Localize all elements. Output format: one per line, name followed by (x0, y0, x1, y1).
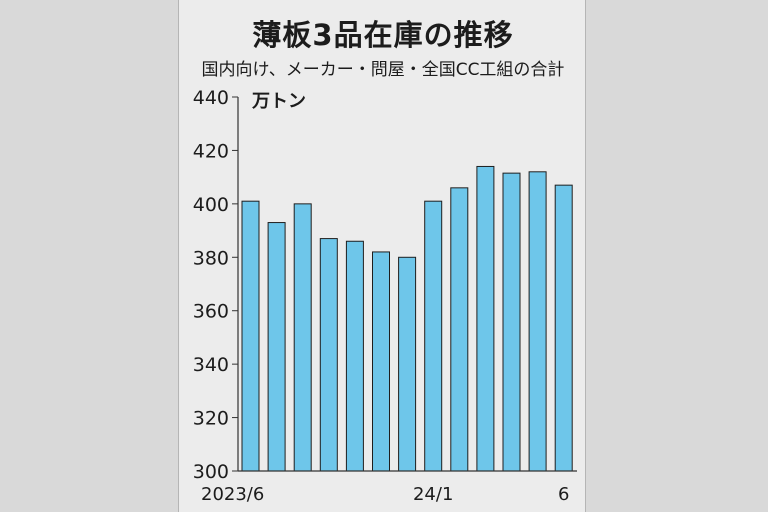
bar-24/1 (424, 200, 443, 472)
chart-subtitle: 国内向け、メーカー・問屋・全国CC工組の合計 (201, 60, 565, 80)
y-tick-label: 380 (193, 247, 229, 269)
bar-chart: 300 320 340 360 380 400 420 440 2023/6 24/1 6 万トン (193, 87, 577, 505)
y-tick-label: 340 (193, 354, 229, 376)
bar-2023/6 (241, 200, 260, 472)
bar-24/3 (476, 165, 495, 472)
bar-6 (554, 184, 573, 472)
x-tick-label: 24/1 (413, 484, 453, 505)
y-tick-label: 420 (193, 140, 229, 162)
bar-24/5 (528, 171, 547, 472)
y-tick-label: 440 (193, 87, 229, 109)
chart-panel: 薄板3品在庫の推移 国内向け、メーカー・問屋・全国CC工組の合計 300 320 3… (178, 0, 586, 512)
bar-24/4 (502, 172, 521, 472)
bar-2023/8 (293, 203, 312, 472)
bar-2023/11 (372, 251, 390, 472)
y-axis-unit-label: 万トン (251, 91, 306, 112)
x-tick-label: 2023/6 (201, 484, 264, 505)
bar-2023/7 (267, 222, 286, 472)
bar-2023/10 (345, 240, 364, 472)
bar-2023/12 (398, 256, 417, 472)
y-tick-label: 320 (193, 408, 229, 430)
bar-2023/9 (319, 238, 338, 472)
y-tick-label: 300 (193, 461, 229, 483)
bar-24/2 (450, 187, 469, 472)
x-tick-label: 6 (558, 484, 569, 505)
y-tick-label: 360 (193, 301, 229, 323)
y-tick-label: 400 (193, 194, 229, 216)
chart-title: 薄板3品在庫の推移 (252, 18, 514, 52)
